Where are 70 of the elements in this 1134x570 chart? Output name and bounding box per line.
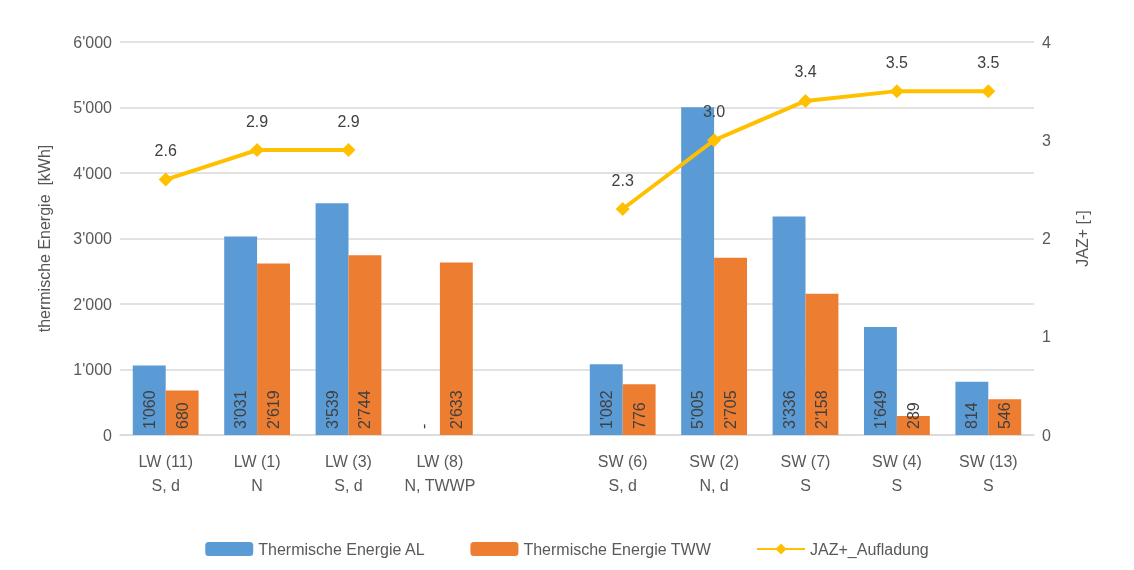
point bbox=[798, 93, 813, 108]
y2-tick-label: 3 bbox=[1042, 131, 1051, 149]
data-label: 546 bbox=[996, 402, 1014, 429]
data-label: 2'158 bbox=[813, 390, 831, 429]
y-axis-title: thermische Energie [kWh] bbox=[35, 144, 53, 333]
data-label: 3'336 bbox=[780, 390, 798, 429]
data-label: 1'060 bbox=[140, 390, 158, 429]
data-label: 2'619 bbox=[265, 390, 283, 429]
y2-tick-label: 4 bbox=[1042, 33, 1051, 51]
y2-tick-label: 1 bbox=[1042, 328, 1051, 346]
y-tick-label: 4'000 bbox=[73, 164, 113, 182]
x-tick-label: SW (6) S, d bbox=[597, 452, 648, 494]
x-tick-label: SW (13) S bbox=[958, 452, 1018, 494]
y-tick-label: 2'000 bbox=[73, 295, 113, 313]
y2-axis-title: JAZ+ [-] bbox=[1073, 210, 1091, 267]
x-tick-label: SW (7) S bbox=[780, 452, 831, 494]
bar bbox=[864, 326, 897, 435]
point bbox=[889, 84, 904, 99]
x-tick-label: LW (11) S, d bbox=[138, 452, 193, 494]
bar bbox=[439, 262, 473, 435]
point bbox=[158, 172, 173, 187]
bar bbox=[805, 293, 839, 435]
legend-label: JAZ+_Aufladung bbox=[810, 540, 929, 559]
data-label: 3'539 bbox=[323, 390, 341, 429]
x-tick-label: LW (3) S, d bbox=[325, 452, 372, 494]
y-tick-label: 0 bbox=[103, 426, 113, 444]
bar bbox=[348, 255, 382, 435]
bar bbox=[257, 263, 290, 435]
data-label: 289 bbox=[904, 402, 922, 429]
data-label: 2'744 bbox=[356, 390, 374, 429]
x-tick-label: SW (4) S bbox=[872, 452, 922, 494]
y-tick-label: 6'000 bbox=[73, 33, 113, 51]
data-label: 3.0 bbox=[702, 102, 726, 120]
point bbox=[707, 133, 722, 148]
bar bbox=[315, 203, 349, 435]
bar bbox=[622, 384, 656, 435]
data-label: 776 bbox=[630, 402, 648, 429]
point bbox=[615, 202, 630, 217]
point bbox=[981, 84, 996, 99]
data-label: 3.5 bbox=[977, 53, 1000, 71]
data-label: 680 bbox=[173, 402, 191, 429]
data-label: 2.6 bbox=[154, 142, 177, 160]
y-tick-label: 1'000 bbox=[73, 361, 113, 378]
data-label: 3.5 bbox=[885, 53, 909, 71]
legend-label: Thermische Energie AL bbox=[258, 540, 425, 558]
x-tick-label: LW (8) N, TWWP bbox=[404, 452, 476, 494]
y-tick-label: 3'000 bbox=[73, 230, 113, 247]
y-tick-label: 5'000 bbox=[73, 99, 113, 116]
data-label: 2'633 bbox=[447, 390, 465, 429]
data-label: 2'705 bbox=[722, 390, 740, 429]
data-label: 2.9 bbox=[337, 112, 360, 130]
data-label: 3.4 bbox=[794, 63, 817, 81]
data-label: 2.3 bbox=[611, 171, 634, 189]
data-label: 2.9 bbox=[245, 112, 269, 130]
data-label: 3'031 bbox=[232, 390, 250, 429]
bar bbox=[955, 381, 989, 435]
text: - bbox=[414, 423, 432, 429]
data-label: 1'082 bbox=[597, 390, 615, 429]
bar bbox=[772, 216, 806, 435]
x-tick-label: SW (2) N, d bbox=[689, 452, 739, 494]
bar bbox=[714, 257, 747, 435]
legend-label: Thermische Energie TWW bbox=[523, 540, 712, 558]
y2-tick-label: 0 bbox=[1042, 426, 1051, 444]
point bbox=[341, 143, 356, 158]
y2-tick-label: 2 bbox=[1042, 230, 1051, 247]
bar bbox=[224, 236, 258, 435]
data-label: 814 bbox=[963, 402, 981, 429]
data-label: 5'005 bbox=[689, 390, 707, 429]
x-tick-label: LW (1) N bbox=[233, 452, 281, 494]
data-label: 1'649 bbox=[871, 390, 889, 429]
